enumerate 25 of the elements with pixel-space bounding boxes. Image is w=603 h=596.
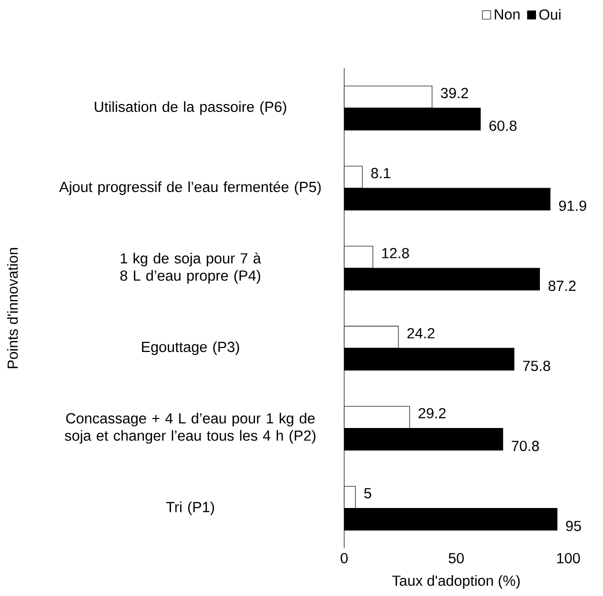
y-tick-label: Ajout progressif de l’eau fermentée (P5)	[59, 181, 321, 195]
data-label: 12.8	[382, 248, 409, 258]
y-tick-label: Concassage + 4 L d’eau pour 1 kg de soja et changer l’eau tous les 4 h (P2)	[64, 412, 316, 444]
y-tick-label: Egouttage (P3)	[142, 341, 240, 355]
data-label: 75.8	[523, 360, 550, 371]
x-tick-label: 50	[448, 552, 464, 564]
data-label: 87.2	[548, 280, 576, 291]
data-label: 70.8	[512, 440, 539, 451]
data-label: 39.2	[440, 88, 468, 98]
x-tick-label: 100	[557, 552, 580, 564]
data-label: 8.1	[371, 168, 390, 178]
data-label: 24.2	[407, 328, 434, 338]
data-label: 91.9	[559, 200, 586, 211]
y-tick-label: Tri (P1)	[166, 501, 214, 515]
y-tick-label: 1 kg de soja pour 7 à 8 L d’eau propre (P4)	[120, 252, 262, 284]
data-label: 95	[566, 520, 582, 531]
legend-label: Non	[494, 9, 520, 20]
data-label: 29.2	[418, 408, 446, 418]
data-label: 60.8	[489, 120, 517, 131]
data-label: 5	[364, 488, 372, 498]
x-tick-label: 0	[340, 552, 348, 564]
y-axis-title: Points d'innovation	[7, 248, 18, 368]
x-axis-title: Taux d'adoption (%)	[392, 574, 520, 589]
y-tick-label: Utilisation de la passoire (P6)	[94, 101, 286, 115]
legend-label: Oui	[539, 8, 560, 20]
